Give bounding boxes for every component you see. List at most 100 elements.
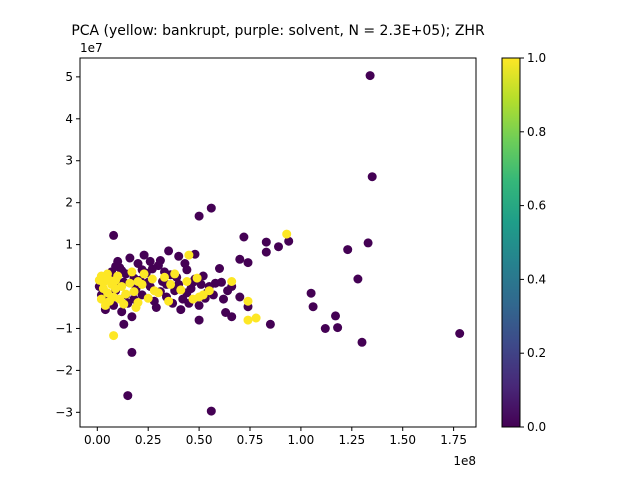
x-tick-label: 1.00 [288, 433, 315, 447]
y-tick-label: 5 [65, 70, 73, 84]
solvent-point [151, 303, 161, 312]
bankrupt-point [119, 299, 129, 309]
bankrupt-point [166, 279, 176, 289]
bankrupt-point [182, 277, 192, 286]
solvent-point [455, 329, 465, 338]
colorbar: 0.0 0.2 0.4 0.6 0.8 1.0 [501, 51, 546, 434]
bankrupt-point [160, 272, 169, 282]
bankrupt-point [147, 274, 157, 284]
bankrupt-point [139, 269, 149, 279]
x-tick-label: 1.75 [440, 433, 467, 447]
bankrupt-point [125, 278, 135, 288]
colorbar-tick-label: 0.4 [527, 272, 546, 286]
x-tick-label: 1.50 [389, 433, 416, 447]
solvent-point [223, 286, 233, 296]
x-tick-label: 0.75 [237, 433, 264, 447]
bankrupt-point [282, 229, 292, 239]
solvent-point [235, 254, 245, 264]
solvent-point [353, 274, 363, 284]
colorbar-tick-label: 0.2 [527, 346, 546, 360]
solvent-point [194, 315, 204, 325]
solvent-point [145, 256, 155, 266]
solvent-point [261, 247, 271, 257]
bankrupt-point [176, 285, 186, 295]
colorbar-tick-label: 1.0 [527, 51, 546, 65]
solvent-point [127, 347, 137, 357]
colorbar-tick-label: 0.6 [527, 199, 546, 213]
points-layer [94, 71, 465, 416]
solvent-point [320, 324, 330, 333]
solvent-point [306, 288, 316, 298]
bankrupt-point [227, 277, 237, 286]
solvent-point [123, 391, 133, 401]
x-tick-label: 0.25 [135, 433, 162, 447]
y-tick-label: 3 [65, 154, 73, 168]
bankrupt-point [121, 289, 131, 299]
solvent-point [333, 323, 343, 333]
solvent-point [215, 264, 224, 273]
solvent-point [194, 300, 204, 310]
bankrupt-point [243, 315, 253, 325]
bankrupt-point [133, 277, 143, 286]
y-tick-label: −1 [55, 321, 73, 335]
x-offset-label: 1e8 [453, 454, 476, 468]
solvent-point [174, 251, 184, 261]
solvent-point [261, 237, 271, 247]
solvent-point [117, 307, 127, 317]
bankrupt-point [143, 293, 153, 303]
bankrupt-point [192, 273, 202, 283]
solvent-point [363, 238, 373, 248]
solvent-point [127, 312, 137, 322]
solvent-point [155, 256, 165, 265]
colorbar-tick-label: 0.0 [527, 420, 546, 434]
bankrupt-point [184, 250, 194, 260]
solvent-point [164, 246, 174, 256]
colorbar-tick-label: 0.8 [527, 125, 546, 139]
bankrupt-point [251, 313, 261, 323]
solvent-point [125, 253, 135, 263]
bankrupt-point [105, 275, 114, 285]
solvent-point [176, 305, 186, 315]
solvent-point [308, 302, 318, 312]
y-tick-label: 4 [65, 112, 73, 126]
colorbar-gradient [501, 57, 521, 428]
bankrupt-point [111, 284, 121, 294]
colorbar-ticks: 0.0 0.2 0.4 0.6 0.8 1.0 [520, 51, 546, 434]
bankrupt-point [131, 303, 141, 312]
solvent-point [284, 236, 294, 246]
solvent-point [109, 230, 119, 240]
bankrupt-point [109, 331, 119, 341]
solvent-point [221, 308, 231, 317]
bankrupt-point [100, 300, 110, 310]
bankrupt-point [127, 267, 137, 277]
y-offset-label: 1e7 [80, 41, 103, 55]
solvent-point [343, 245, 353, 255]
solvent-point [265, 319, 275, 329]
solvent-point [357, 337, 367, 347]
y-tick-label: 0 [65, 280, 73, 294]
solvent-point [239, 232, 249, 242]
bankrupt-point [170, 269, 180, 279]
solvent-point [243, 258, 253, 268]
solvent-point [274, 242, 283, 252]
solvent-point [217, 277, 226, 287]
plot-border [79, 57, 477, 428]
x-tick-label: 0.50 [186, 433, 213, 447]
bankrupt-point [188, 294, 198, 304]
x-tick-label: 1.25 [338, 433, 365, 447]
solvent-point [206, 406, 216, 416]
chart-title: PCA (yellow: bankrupt, purple: solvent, … [71, 23, 485, 39]
y-tick-label: 2 [65, 196, 73, 210]
solvent-point [235, 292, 245, 302]
y-tick-label: −2 [55, 363, 73, 377]
bankrupt-point [164, 296, 174, 306]
y-tick-label: 1 [65, 238, 73, 252]
bankrupt-point [149, 286, 159, 296]
bankrupt-point [129, 287, 139, 297]
y-axis-ticks: −3 −2 −1 0 1 2 3 4 5 [55, 70, 80, 419]
x-axis-ticks: 0.00 0.25 0.50 0.75 1.00 1.25 1.50 1.75 [84, 427, 467, 447]
bankrupt-point [94, 275, 104, 285]
solvent-point [365, 71, 375, 81]
solvent-point [367, 172, 377, 182]
plot-area: 0.00 0.25 0.50 0.75 1.00 1.25 1.50 1.75 −3 −2 −1 0… [55, 41, 477, 468]
